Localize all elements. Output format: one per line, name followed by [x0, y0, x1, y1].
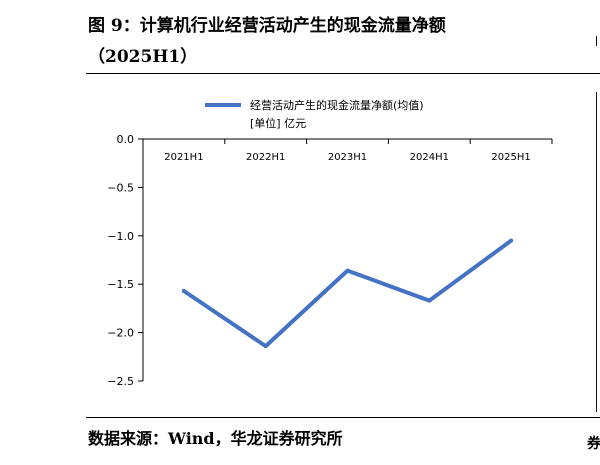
y-tick-label: 0.0: [117, 133, 135, 146]
chart-axes: [142, 138, 552, 381]
x-tick-label: 2023H1: [328, 152, 367, 163]
bottom-rule: [86, 417, 600, 418]
y-tick-label: −2.5: [107, 375, 134, 388]
chart-legend: 经营活动产生的现金流量净额(均值) [单位] 亿元: [205, 98, 424, 130]
series-group: [181, 238, 514, 349]
y-axis-ticks: 0.0 −0.5 −1.0 −1.5 −2.0 −2.5: [107, 133, 143, 388]
figure-subtitle: （2025H1）: [88, 47, 198, 67]
x-axis-ticks: 2021H1 2022H1 2023H1 2024H1 2025H1: [142, 139, 553, 163]
data-point: [509, 238, 514, 243]
x-tick-label: 2021H1: [164, 152, 203, 163]
edge-fragment-line: [596, 92, 597, 412]
y-tick-label: −1.5: [107, 278, 134, 291]
x-tick-label: 2024H1: [410, 152, 449, 163]
x-tick-label: 2025H1: [491, 152, 530, 163]
data-point: [263, 344, 268, 349]
x-tick-label: 2022H1: [246, 152, 285, 163]
legend-label: 经营活动产生的现金流量净额(均值): [250, 98, 424, 112]
edge-fragment-text: 券: [587, 436, 600, 452]
edge-fragment-top: [596, 36, 600, 46]
y-tick-label: −0.5: [107, 181, 134, 194]
data-point: [181, 288, 186, 293]
y-tick-label: −1.0: [107, 230, 134, 243]
series-line: [181, 238, 514, 349]
figure-title: 图 9：计算机行业经营活动产生的现金流量净额: [88, 16, 446, 36]
unit-note: [单位] 亿元: [250, 116, 306, 130]
y-tick-label: −2.0: [107, 327, 134, 340]
data-source: 数据来源：Wind，华龙证券研究所: [88, 429, 343, 448]
data-point: [345, 268, 350, 273]
data-point: [427, 298, 432, 303]
top-rule: [86, 73, 600, 74]
